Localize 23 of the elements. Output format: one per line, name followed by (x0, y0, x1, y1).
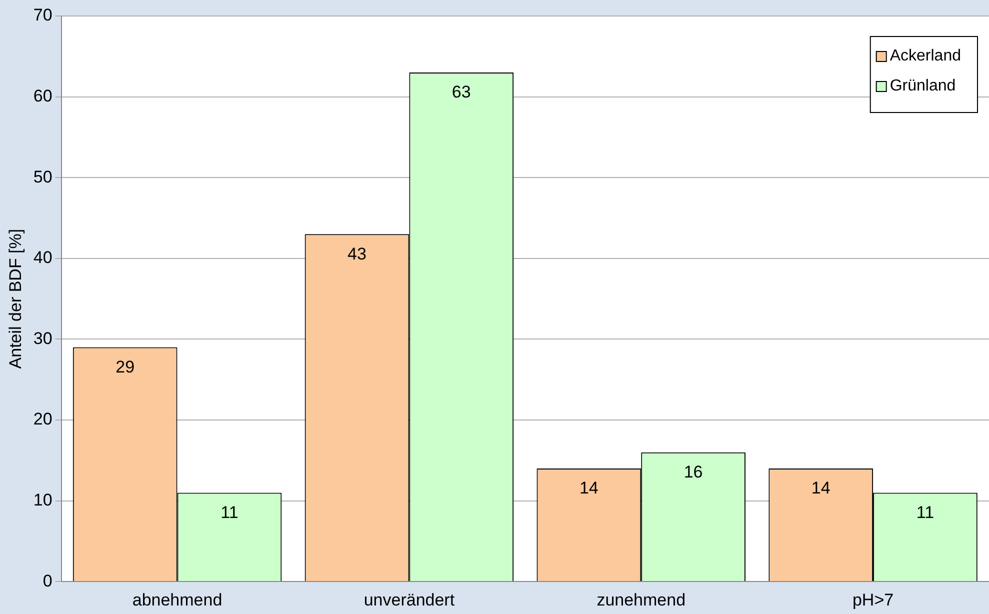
y-tick-label: 30 (33, 328, 52, 348)
y-tick-label: 70 (33, 6, 52, 25)
data-label: 63 (452, 82, 471, 102)
legend-label: Grünland (890, 77, 956, 94)
data-label: 43 (348, 244, 366, 264)
x-tick-label: pH>7 (852, 590, 894, 610)
legend-label: Ackerland (890, 47, 962, 64)
y-tick-label: 20 (33, 410, 52, 429)
data-label: 16 (684, 462, 703, 482)
x-tick-label: zunehmend (596, 590, 686, 610)
data-label: 29 (116, 357, 135, 376)
data-label: 11 (916, 502, 934, 522)
y-tick-label: 40 (33, 248, 52, 268)
data-label: 14 (811, 478, 830, 498)
y-tick-label: 0 (42, 571, 52, 590)
y-axis-title: Anteil der BDF [%] (6, 228, 25, 369)
data-label: 14 (579, 478, 598, 498)
data-label: 11 (220, 502, 238, 522)
x-tick-label: unverändert (364, 590, 455, 610)
x-tick-label: abnehmend (132, 590, 222, 610)
y-tick-label: 60 (33, 86, 52, 106)
y-tick-label: 50 (33, 167, 52, 186)
y-tick-label: 10 (33, 490, 52, 510)
